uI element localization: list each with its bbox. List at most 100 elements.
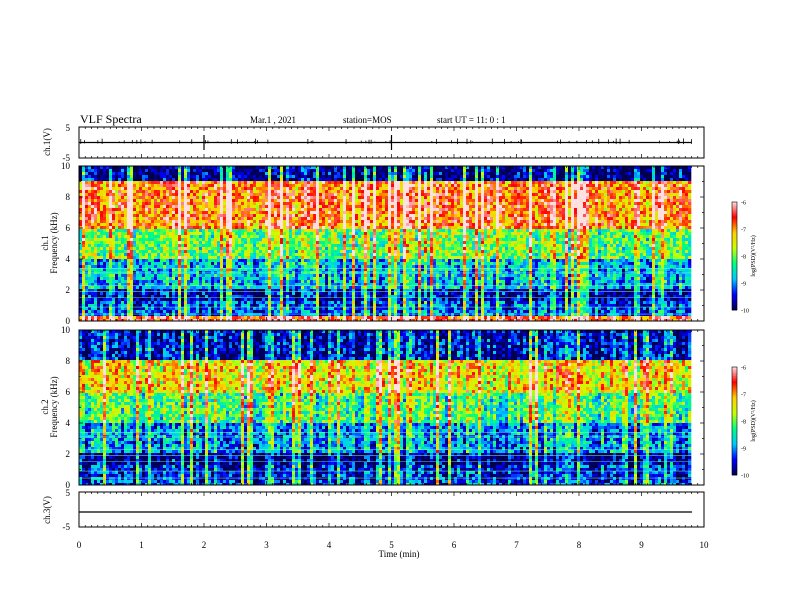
spectrogram-cell	[325, 271, 329, 275]
spectrogram-cell	[319, 292, 323, 296]
spectrogram-cell	[199, 217, 203, 221]
spectrogram-cell	[103, 232, 107, 236]
spectrogram-cell	[340, 247, 344, 251]
spectrogram-cell	[316, 244, 320, 248]
spectrogram-cell	[97, 271, 101, 275]
spectrogram-cell	[178, 247, 182, 251]
spectrogram-cell	[280, 211, 284, 215]
spectrogram-cell	[298, 202, 302, 206]
spectrogram-cell	[184, 310, 188, 314]
spectrogram-cell	[325, 244, 329, 248]
spectrogram-cell	[190, 256, 194, 260]
spectrogram-cell	[271, 247, 275, 251]
spectrogram-cell	[331, 193, 335, 197]
spectrogram-cell	[88, 211, 92, 215]
spectrogram-cell	[310, 211, 314, 215]
spectrogram-cell	[307, 298, 311, 302]
spectrogram-cell	[337, 166, 341, 170]
spectrogram-cell	[121, 310, 125, 314]
spectrogram-cell	[202, 196, 206, 200]
spectrogram-cell	[109, 220, 113, 224]
spectrogram-cell	[163, 313, 167, 317]
spectrogram-cell	[94, 253, 98, 257]
spectrogram-cell	[268, 208, 272, 212]
spectrogram-cell	[277, 289, 281, 293]
spectrogram-cell	[157, 223, 161, 227]
spectrogram-cell	[244, 238, 248, 242]
spectrogram-cell	[220, 244, 224, 248]
spectrogram-cell	[163, 301, 167, 305]
spectrogram-cell	[247, 238, 251, 242]
spectrogram-cell	[154, 181, 158, 185]
spectrogram-cell	[184, 217, 188, 221]
spectrogram-cell	[325, 196, 329, 200]
spectrogram-cell	[289, 229, 293, 233]
spectrogram-cell	[109, 250, 113, 254]
spectrogram-cell	[358, 301, 362, 305]
spectrogram-cell	[277, 169, 281, 173]
spectrogram-cell	[160, 295, 164, 299]
spectrogram-cell	[235, 217, 239, 221]
spectrogram-cell	[331, 178, 335, 182]
spectrogram-cell	[103, 265, 107, 269]
spectrogram-cell	[271, 202, 275, 206]
spectrogram-cell	[265, 190, 269, 194]
spectrogram-cell	[325, 247, 329, 251]
spectrogram-cell	[175, 166, 179, 170]
spectrogram-cell	[193, 235, 197, 239]
spectrogram-cell	[346, 298, 350, 302]
spectrogram-cell	[115, 181, 119, 185]
spectrogram-cell	[301, 286, 305, 290]
spectrogram-cell	[238, 319, 242, 321]
spectrogram-cell	[262, 301, 266, 305]
spectrogram-cell	[289, 223, 293, 227]
spectrogram-cell	[181, 202, 185, 206]
spectrogram-cell	[97, 319, 101, 321]
spectrogram-cell	[253, 250, 257, 254]
spectrogram-cell	[256, 205, 260, 209]
spectrogram-cell	[181, 253, 185, 257]
spectrogram-cell	[151, 184, 155, 188]
spectrogram-cell	[295, 184, 299, 188]
spectrogram-cell	[283, 202, 287, 206]
spectrogram-cell	[277, 244, 281, 248]
spectrogram-cell	[235, 208, 239, 212]
spectrogram-cell	[214, 184, 218, 188]
spectrogram-cell	[103, 316, 107, 320]
spectrogram-cell	[229, 169, 233, 173]
spectrogram-cell	[124, 253, 128, 257]
spectrogram-cell	[328, 229, 332, 233]
spectrogram-cell	[313, 310, 317, 314]
spectrogram-cell	[172, 178, 176, 182]
spectrogram-cell	[97, 265, 101, 269]
spectrogram-cell	[358, 316, 362, 320]
spectrogram-cell	[163, 280, 167, 284]
spectrogram-cell	[100, 304, 104, 308]
spectrogram-cell	[163, 196, 167, 200]
spectrogram-cell	[307, 238, 311, 242]
spectrogram-cell	[253, 202, 257, 206]
spectrogram-cell	[331, 199, 335, 203]
spectrogram-cell	[196, 304, 200, 308]
spectrogram-cell	[340, 229, 344, 233]
spectrogram-cell	[136, 283, 140, 287]
spectrogram-cell	[322, 196, 326, 200]
spectrogram-cell	[151, 223, 155, 227]
spectrogram-cell	[226, 265, 230, 269]
spectrogram-cell	[298, 241, 302, 245]
spectrogram-cell	[151, 301, 155, 305]
spectrogram-cell	[280, 301, 284, 305]
spectrogram-cell	[304, 202, 308, 206]
spectrogram-cell	[313, 295, 317, 299]
spectrogram-cell	[148, 175, 152, 179]
spectrogram-cell	[358, 193, 362, 197]
spectrogram-cell	[160, 283, 164, 287]
spectrogram-cell	[157, 313, 161, 317]
spectrogram-cell	[262, 196, 266, 200]
spectrogram-cell	[289, 166, 293, 170]
spectrogram-cell	[235, 310, 239, 314]
spectrogram-cell	[280, 181, 284, 185]
spectrogram-cell	[325, 181, 329, 185]
spectrogram-cell	[298, 205, 302, 209]
spectrogram-cell	[304, 187, 308, 191]
